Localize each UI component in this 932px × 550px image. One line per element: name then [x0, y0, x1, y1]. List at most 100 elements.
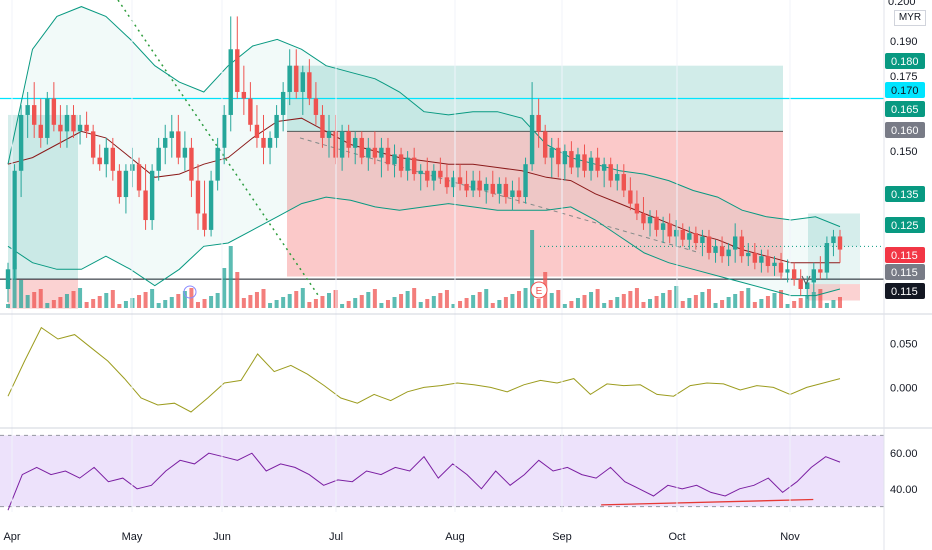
volume-bar: [405, 291, 410, 308]
price-badge-label: 0.115: [891, 267, 918, 279]
volume-bar: [425, 299, 430, 308]
event-marker: [183, 285, 197, 299]
candle-body: [110, 147, 116, 171]
candle-body: [759, 256, 764, 263]
candle-body: [123, 170, 129, 198]
price-badge-label: 0.180: [891, 56, 919, 68]
volume-bar: [418, 302, 423, 308]
price-badge-label: 0.170: [891, 85, 919, 97]
volume-bar: [523, 288, 528, 308]
volume-bar: [222, 268, 227, 308]
candle-body: [274, 114, 279, 138]
volume-bar: [752, 302, 757, 308]
volume-bar: [458, 301, 463, 308]
projection-line: [299, 137, 701, 254]
volume-bar: [19, 280, 24, 308]
volume-bar: [12, 263, 17, 308]
volume-bar: [693, 295, 698, 308]
candle-body: [444, 177, 450, 188]
volume-bar: [431, 296, 436, 308]
candle-body: [25, 105, 30, 115]
candle-body: [38, 124, 43, 138]
volume-bar: [307, 302, 312, 308]
rsi-band: [0, 435, 884, 507]
price-badge: [885, 217, 925, 233]
rsi-tick-label: 40.00: [890, 484, 918, 496]
price-badge: [885, 122, 925, 138]
volume-bar: [176, 294, 181, 308]
bollinger-upper: [7, 6, 841, 228]
candle-body: [575, 154, 581, 168]
volume-bar: [444, 290, 449, 308]
volume-bar: [150, 289, 155, 308]
candle-body: [438, 170, 443, 178]
candle-body: [667, 223, 672, 237]
candle-body: [634, 203, 640, 214]
candle-body: [693, 233, 699, 244]
candle-body: [189, 147, 194, 181]
price-badge: [885, 247, 925, 263]
candle-body: [752, 252, 758, 263]
volume-bar: [248, 295, 253, 308]
candle-body: [320, 114, 325, 138]
volume-bar: [569, 301, 574, 308]
volume-bar: [720, 300, 725, 308]
volume-bar: [412, 288, 417, 308]
candle-body: [765, 256, 771, 267]
volume-bar: [510, 294, 515, 308]
price-badge-label: 0.165: [891, 104, 919, 116]
volume-bar: [536, 299, 541, 308]
volume-bar: [779, 290, 784, 308]
month-label: Nov: [780, 531, 800, 543]
candle-body: [169, 131, 174, 138]
volume-bar: [209, 296, 214, 308]
volume-bar: [471, 295, 476, 308]
volume-bar: [798, 298, 803, 308]
candle-body: [372, 147, 378, 158]
volume-bar: [589, 292, 594, 308]
volume-bar: [706, 289, 711, 308]
candle-body: [45, 98, 50, 138]
volume-bar: [582, 295, 587, 308]
volume-bar: [294, 291, 299, 308]
candle-body: [556, 147, 561, 165]
volume-bar: [169, 297, 174, 308]
candle-body: [339, 131, 345, 158]
candle-body: [405, 157, 410, 171]
candle-body: [163, 137, 168, 148]
volume-bar: [91, 299, 96, 308]
month-label: Aug: [445, 531, 465, 543]
price-scale: 0.190 0.175 0.150 0.125 0.180 0.170 0.165 0.160…: [885, 36, 925, 299]
currency-badge[interactable]: MYR: [894, 10, 926, 26]
bollinger-lower: [7, 196, 841, 297]
price-tick-label: 0.190: [890, 36, 918, 48]
rsi-line: [7, 452, 841, 511]
volume-bar: [772, 293, 777, 308]
candle-body: [615, 174, 620, 181]
candle-body: [300, 72, 306, 92]
long-position-mid-zone: [808, 246, 860, 285]
volume-bar: [792, 301, 797, 308]
candle-body: [51, 98, 57, 125]
volume-bar: [51, 300, 56, 308]
volume-bar: [366, 292, 371, 308]
candle-body: [700, 236, 705, 244]
candle-body: [248, 98, 253, 125]
volume-bar: [202, 299, 207, 308]
bollinger-basis: [7, 117, 840, 264]
volume-bar: [726, 297, 731, 308]
candle-body: [523, 164, 528, 198]
candle-body: [235, 49, 240, 92]
candle-body: [418, 170, 423, 175]
candle-body: [484, 183, 489, 191]
candle-body: [221, 114, 227, 148]
volume-bar: [739, 291, 744, 308]
volume-bar: [346, 301, 351, 308]
volume-bar: [824, 303, 829, 308]
candle-body: [601, 164, 607, 171]
candle-body: [562, 151, 568, 165]
price-badge-label: 0.135: [891, 189, 919, 201]
volume-bar: [385, 300, 390, 308]
volume-bar: [156, 303, 161, 308]
